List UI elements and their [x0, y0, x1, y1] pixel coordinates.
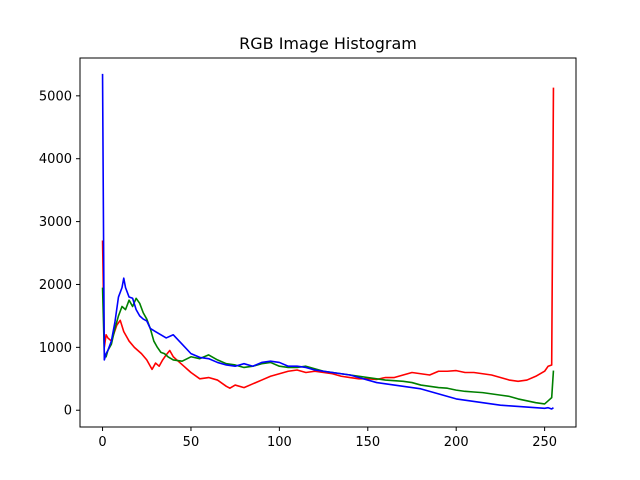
series-line-2: [101, 73, 554, 410]
y-tick-label: 3000: [39, 215, 72, 230]
axes: 0 50 100 150 200 250 0 1000 2000 3000 4000 5000: [39, 57, 577, 450]
y-tick-label: 2000: [39, 278, 72, 293]
x-tick-label: 100: [267, 435, 292, 450]
series-line-1: [101, 287, 555, 405]
x-tick-label: 250: [532, 435, 557, 450]
x-tick-label: 200: [444, 435, 469, 450]
y-tick-label: 1000: [39, 341, 72, 356]
y-tick-label: 0: [64, 404, 72, 419]
y-tick-label: 4000: [39, 152, 72, 167]
x-tick-label: 150: [355, 435, 380, 450]
plot-frame: [79, 57, 577, 428]
series-line-0: [101, 87, 555, 390]
x-tick-label: 50: [183, 435, 200, 450]
x-tick-label: 0: [98, 435, 106, 450]
y-tick-label: 5000: [39, 89, 72, 104]
chart-title: RGB Image Histogram: [239, 34, 417, 53]
plot-area: [101, 73, 555, 410]
